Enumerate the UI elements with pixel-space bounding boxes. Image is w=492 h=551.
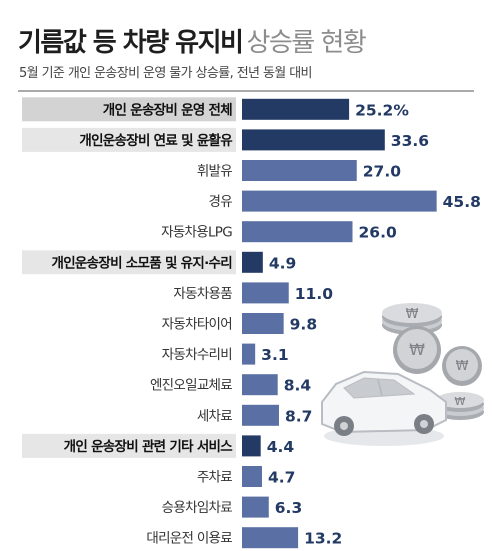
row-label: 세차료 [197, 408, 232, 424]
bar [242, 98, 350, 120]
chart-subtitle: 5월 기준 개인 운송장비 운영 물가 상승률, 전년 동월 대비 [19, 66, 313, 81]
title-light: 상승률 현황 [246, 28, 366, 58]
bar [242, 435, 261, 457]
row-label: 엔진오일교체료 [150, 378, 232, 394]
row-label: 경유 [209, 194, 233, 210]
coin-icon: ₩ [393, 326, 441, 374]
bar [242, 527, 299, 549]
row-label: 자동차수리비 [162, 347, 232, 363]
category-label-highlight [22, 127, 236, 152]
bar [242, 160, 357, 181]
row-label: 자동차용품 [173, 286, 232, 302]
svg-text:₩: ₩ [409, 340, 425, 359]
row-label: 휘발유 [197, 164, 232, 180]
data-label: 6.3 [275, 499, 302, 517]
bar [242, 282, 289, 304]
data-label: 11.0 [295, 285, 333, 303]
row-label: 개인운송장비 연료 및 윤활유 [79, 132, 233, 149]
bar [242, 129, 385, 151]
coin-icon: ₩ [442, 346, 482, 386]
row-label: 개인운송장비 소모품 및 유지·수리 [51, 254, 232, 271]
total-label-highlight [22, 97, 236, 122]
row-label: 대리운전 이용료 [146, 531, 232, 547]
data-label: 8.4 [284, 377, 312, 395]
title-bold: 기름값 등 차량 유지비 [18, 28, 244, 58]
bar [242, 343, 256, 365]
row-label: 주차료 [197, 470, 232, 486]
bar [242, 374, 278, 396]
data-label: 4.9 [269, 254, 296, 272]
bar [242, 404, 279, 426]
chart-title: 기름값 등 차량 유지비 상승률 현황 [18, 22, 367, 59]
row-label: 승용차임차료 [162, 500, 233, 516]
coin-stack-icon: ₩ [436, 392, 484, 420]
category-label-highlight [22, 250, 236, 275]
data-label: 45.8 [443, 193, 481, 211]
data-label: 25.2% [355, 101, 409, 119]
bar [242, 466, 262, 487]
data-label: 9.8 [290, 316, 317, 334]
svg-text:₩: ₩ [406, 307, 419, 322]
bar [242, 190, 437, 212]
category-label-highlight [22, 433, 236, 458]
svg-text:₩: ₩ [456, 359, 469, 374]
data-label: 33.6 [391, 132, 429, 150]
data-label: 8.7 [285, 407, 312, 425]
row-label: 개인 운송장비 관련 기타 서비스 [64, 438, 234, 455]
svg-text:₩: ₩ [455, 395, 466, 408]
bar [242, 313, 284, 334]
coin-stack-icon: ₩ [382, 303, 442, 335]
data-label: 3.1 [261, 346, 288, 364]
data-label: 4.4 [267, 438, 295, 456]
bar [242, 496, 269, 518]
data-label: 27.0 [363, 163, 401, 181]
data-label: 4.7 [268, 469, 295, 487]
bar [242, 251, 263, 273]
data-label: 13.2 [304, 530, 342, 548]
row-label: 자동차타이어 [162, 317, 232, 333]
data-label: 26.0 [359, 224, 397, 242]
car-and-coins-illustration: ₩ ₩ ₩ ₩ [321, 303, 484, 446]
row-label: 자동차용LPG [161, 225, 232, 241]
row-label: 개인 운송장비 운영 전체 [103, 101, 232, 118]
bar [242, 221, 353, 243]
car-icon [321, 370, 447, 446]
